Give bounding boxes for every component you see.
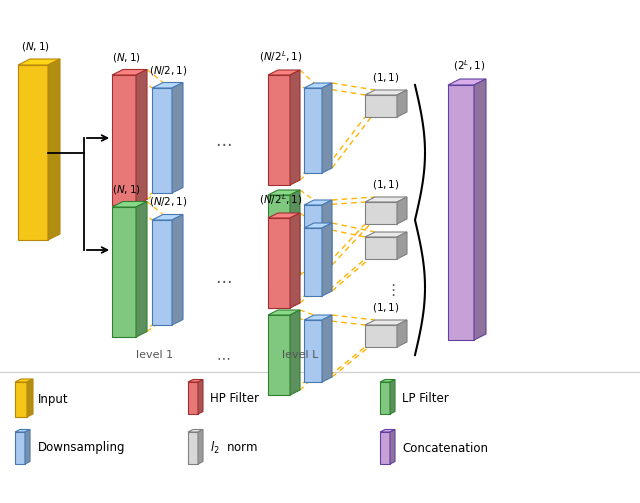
Polygon shape <box>172 214 183 325</box>
Polygon shape <box>152 220 172 325</box>
Polygon shape <box>112 202 147 207</box>
Polygon shape <box>322 200 332 270</box>
Text: $\cdots$: $\cdots$ <box>214 271 231 289</box>
Polygon shape <box>448 79 486 85</box>
Polygon shape <box>474 79 486 340</box>
Polygon shape <box>322 83 332 173</box>
Polygon shape <box>188 382 198 414</box>
Text: $(N,1)$: $(N,1)$ <box>111 183 140 196</box>
Polygon shape <box>172 82 183 193</box>
Text: $\vdots$: $\vdots$ <box>305 282 315 298</box>
Text: $\vdots$: $\vdots$ <box>385 282 395 298</box>
Polygon shape <box>365 232 407 237</box>
Polygon shape <box>188 430 203 432</box>
Text: $(N/2,1)$: $(N/2,1)$ <box>148 196 188 209</box>
Polygon shape <box>397 90 407 117</box>
Polygon shape <box>365 325 397 347</box>
Polygon shape <box>152 88 172 193</box>
Polygon shape <box>397 232 407 259</box>
Polygon shape <box>448 85 474 340</box>
Polygon shape <box>268 190 300 195</box>
Polygon shape <box>290 213 300 308</box>
Text: $(N/2^L,1)$: $(N/2^L,1)$ <box>259 192 303 207</box>
Polygon shape <box>390 430 395 464</box>
Text: $(N,1)$: $(N,1)$ <box>20 40 49 53</box>
Polygon shape <box>27 379 33 417</box>
Polygon shape <box>15 430 30 432</box>
Polygon shape <box>380 432 390 464</box>
Polygon shape <box>290 310 300 395</box>
Text: $\cdots$: $\cdots$ <box>216 350 230 364</box>
Text: $(N/2^L,1)$: $(N/2^L,1)$ <box>259 49 303 64</box>
Polygon shape <box>390 379 395 414</box>
Text: Input: Input <box>38 392 68 405</box>
Polygon shape <box>397 197 407 224</box>
Polygon shape <box>112 207 136 337</box>
Polygon shape <box>136 202 147 337</box>
Text: level 1: level 1 <box>136 350 173 360</box>
Polygon shape <box>304 315 332 320</box>
Polygon shape <box>365 320 407 325</box>
Text: $(1,1)$: $(1,1)$ <box>372 213 400 226</box>
Polygon shape <box>152 82 183 88</box>
Polygon shape <box>15 379 33 382</box>
Text: Downsampling: Downsampling <box>38 442 125 455</box>
Polygon shape <box>365 95 397 117</box>
Polygon shape <box>25 430 30 464</box>
Polygon shape <box>188 432 198 464</box>
Polygon shape <box>268 218 290 308</box>
Polygon shape <box>304 83 332 88</box>
Polygon shape <box>198 430 203 464</box>
Polygon shape <box>304 223 332 228</box>
Text: $(1,1)$: $(1,1)$ <box>372 178 400 191</box>
Polygon shape <box>268 310 300 315</box>
Polygon shape <box>188 379 203 382</box>
Polygon shape <box>112 69 147 75</box>
Polygon shape <box>152 214 183 220</box>
Polygon shape <box>290 70 300 185</box>
Polygon shape <box>304 228 322 296</box>
Polygon shape <box>365 197 407 202</box>
Polygon shape <box>304 200 332 205</box>
Polygon shape <box>268 70 300 75</box>
Polygon shape <box>198 379 203 414</box>
Polygon shape <box>268 315 290 395</box>
Polygon shape <box>304 320 322 382</box>
Polygon shape <box>322 223 332 296</box>
Polygon shape <box>268 213 300 218</box>
Polygon shape <box>15 432 25 464</box>
Text: level L: level L <box>282 350 318 360</box>
Polygon shape <box>365 90 407 95</box>
Text: Concatenation: Concatenation <box>402 442 488 455</box>
Polygon shape <box>18 59 60 65</box>
Text: $l_2$  norm: $l_2$ norm <box>210 440 259 456</box>
Polygon shape <box>365 202 397 224</box>
Polygon shape <box>365 237 397 259</box>
Text: $(1,1)$: $(1,1)$ <box>372 71 400 84</box>
Text: $(N,1)$: $(N,1)$ <box>111 50 140 63</box>
Polygon shape <box>136 69 147 205</box>
Polygon shape <box>18 65 48 240</box>
Polygon shape <box>268 75 290 185</box>
Polygon shape <box>268 195 290 280</box>
Polygon shape <box>380 430 395 432</box>
Text: HP Filter: HP Filter <box>210 391 259 404</box>
Text: $(1,1)$: $(1,1)$ <box>372 301 400 314</box>
Text: $(N/2,1)$: $(N/2,1)$ <box>148 63 188 76</box>
Polygon shape <box>15 382 27 417</box>
Polygon shape <box>290 190 300 280</box>
Polygon shape <box>322 315 332 382</box>
Polygon shape <box>397 320 407 347</box>
Polygon shape <box>112 75 136 205</box>
Polygon shape <box>48 59 60 240</box>
Polygon shape <box>304 205 322 270</box>
Text: $\cdots$: $\cdots$ <box>214 134 231 152</box>
Polygon shape <box>304 88 322 173</box>
Text: LP Filter: LP Filter <box>402 391 449 404</box>
Polygon shape <box>380 379 395 382</box>
Text: $(2^L,1)$: $(2^L,1)$ <box>453 58 485 73</box>
Polygon shape <box>380 382 390 414</box>
